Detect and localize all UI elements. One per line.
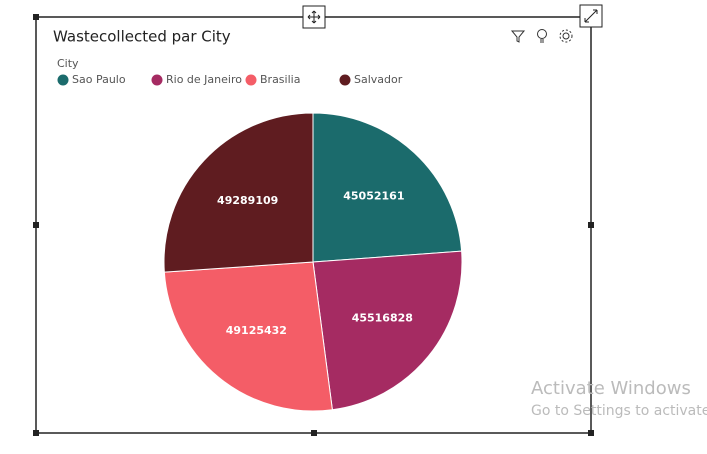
legend-label: Salvador [354,73,403,86]
resize-handle[interactable] [33,430,39,436]
legend: Sao Paulo Rio de Janeiro Brasilia Salvador [57,73,403,86]
legend-title: City [57,57,79,70]
filter-icon[interactable] [510,30,526,43]
pie-slice [312,250,463,411]
legend-label: Rio de Janeiro [166,73,242,86]
chart-title: Wastecollected par City [53,28,231,46]
resize-handle[interactable] [33,222,39,228]
legend-label: Sao Paulo [72,73,126,86]
legend-label: Brasilia [260,73,300,86]
legend-swatch [339,74,351,86]
watermark-subtitle: Go to Settings to activate Windows. [531,403,707,419]
legend-swatch [245,74,257,86]
pie-slice [312,112,463,263]
data-label: 49125432 [226,324,287,337]
resize-handle[interactable] [588,430,594,436]
pie-slice [163,261,333,412]
insight-icon[interactable] [537,29,547,43]
expand-button[interactable] [579,4,603,28]
resize-handle[interactable] [311,430,317,436]
resize-handle[interactable] [33,14,39,20]
data-label: 45052161 [343,190,404,203]
move-button[interactable] [302,5,326,29]
pie: 45052161 45516828 49125432 49289109 [163,112,463,412]
data-label: 45516828 [352,311,413,324]
watermark-title: Activate Windows [531,378,691,399]
resize-handle[interactable] [588,222,594,228]
data-label: 49289109 [217,194,278,207]
settings-icon[interactable] [559,29,573,43]
legend-swatch [57,74,69,86]
pie-slice [163,112,314,273]
legend-swatch [151,74,163,86]
